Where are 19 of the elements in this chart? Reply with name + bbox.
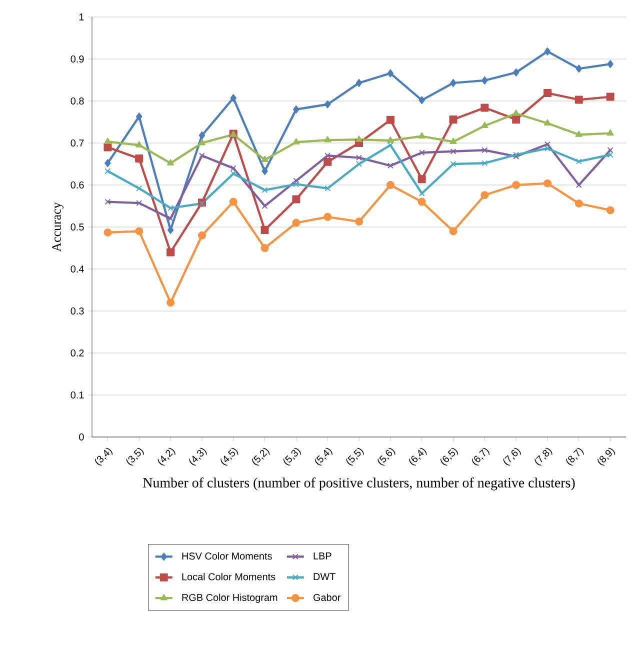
y-tick-label: 0.2 [70, 349, 84, 357]
legend-label: Gabor [313, 594, 341, 602]
legend-label: HSV Color Moments [182, 552, 272, 560]
legend-label: DWT [314, 573, 336, 580]
y-axis-title: Accuracy [52, 202, 64, 252]
legend-label: LBP [314, 552, 332, 560]
y-tick-label: 0.7 [70, 139, 84, 147]
y-tick-label: 0.4 [70, 265, 84, 273]
y-tick-label: 0 [79, 433, 84, 441]
y-tick-label: 0.3 [70, 307, 84, 315]
y-tick-label: 0.5 [70, 223, 84, 231]
legend-label: Local Color Moments [182, 572, 276, 580]
legend-label: RGB Color Histogram [182, 594, 278, 603]
y-tick-label: 0.6 [70, 181, 84, 189]
y-tick-label: 0.9 [70, 55, 84, 63]
y-tick-label: 1 [79, 14, 84, 20]
x-axis-title: Number of clusters (number of positive clusters, number of negative clusters) [143, 477, 575, 490]
y-tick-label: 0.1 [70, 391, 84, 399]
y-tick-label: 0.8 [70, 97, 84, 105]
